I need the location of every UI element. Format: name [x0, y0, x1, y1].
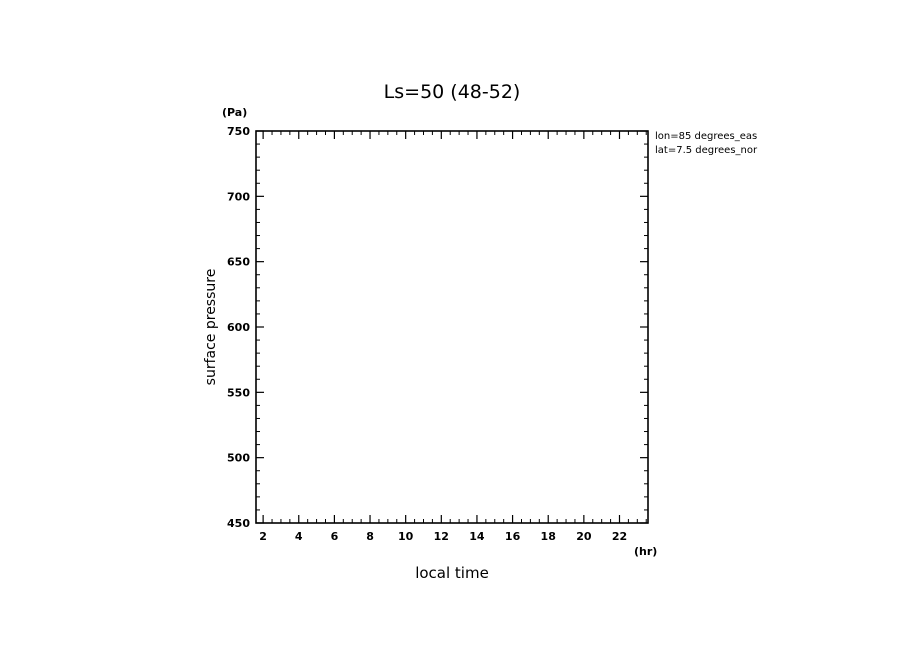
- x-tick-label: 16: [505, 530, 521, 543]
- y-tick-label: 650: [227, 256, 250, 269]
- y-tick-label: 700: [227, 190, 250, 203]
- y-axis-label: surface pressure: [203, 269, 219, 386]
- annotation-lon: lon=85 degrees_eas: [655, 131, 757, 142]
- chart-title: Ls=50 (48-52): [384, 81, 521, 103]
- y-tick-labels: 450 500 550 600 650 700 750: [227, 125, 250, 530]
- y-tick-label: 500: [227, 452, 250, 465]
- x-tick-label: 10: [398, 530, 414, 543]
- axis-ticks: [256, 130, 648, 524]
- y-tick-label: 450: [227, 517, 250, 530]
- x-tick-label: 2: [259, 530, 267, 543]
- x-tick-label: 14: [469, 530, 485, 543]
- y-tick-label: 550: [227, 386, 250, 399]
- y-tick-label: 750: [227, 125, 250, 138]
- x-tick-label: 8: [366, 530, 374, 543]
- x-tick-label: 20: [576, 530, 592, 543]
- x-tick-label: 12: [434, 530, 449, 543]
- x-tick-label: 18: [541, 530, 556, 543]
- y-tick-label: 600: [227, 321, 250, 334]
- x-tick-labels: 2 4 6 8 10 12 14 16 18 20 22: [259, 530, 627, 543]
- y-unit-label: (Pa): [222, 106, 247, 119]
- x-tick-label: 6: [331, 530, 339, 543]
- plot-frame: [255, 130, 649, 524]
- x-tick-label: 22: [612, 530, 627, 543]
- x-tick-label: 4: [295, 530, 303, 543]
- annotation-lat: lat=7.5 degrees_nor: [655, 145, 758, 156]
- x-unit-label: (hr): [634, 545, 657, 558]
- x-axis-label: local time: [415, 564, 489, 582]
